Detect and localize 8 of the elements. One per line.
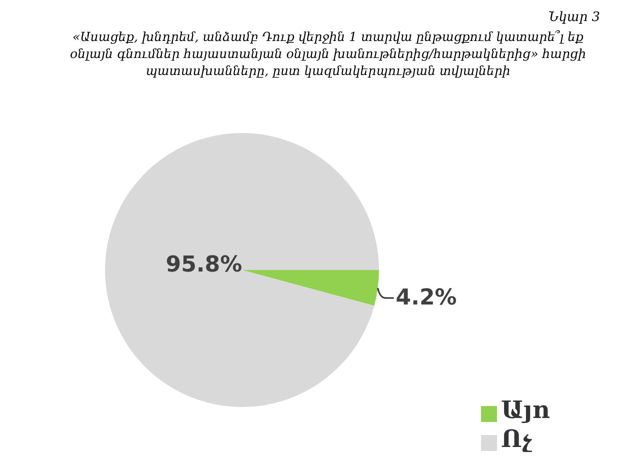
legend-label: Այո [501, 395, 550, 424]
pie-slice [242, 270, 379, 306]
text: Նկար 3 [548, 10, 600, 25]
pie-slice [105, 133, 379, 407]
data-label: 95.8% [166, 252, 242, 278]
data-label: 4.2% [396, 286, 457, 311]
legend-label: Ոչ [501, 424, 532, 453]
chart-title: «Ասացեք, խնդրեմ, անձամբ Դուք վերջին 1 տարվա ընթացքում կատարե՞լ եք օնլայն գնումներ հայաստանյան օնլայն խանութներից/հարթակներից» հարցի պատասխանները, ըստ կազմակերպության տվյալների [68, 28, 588, 79]
